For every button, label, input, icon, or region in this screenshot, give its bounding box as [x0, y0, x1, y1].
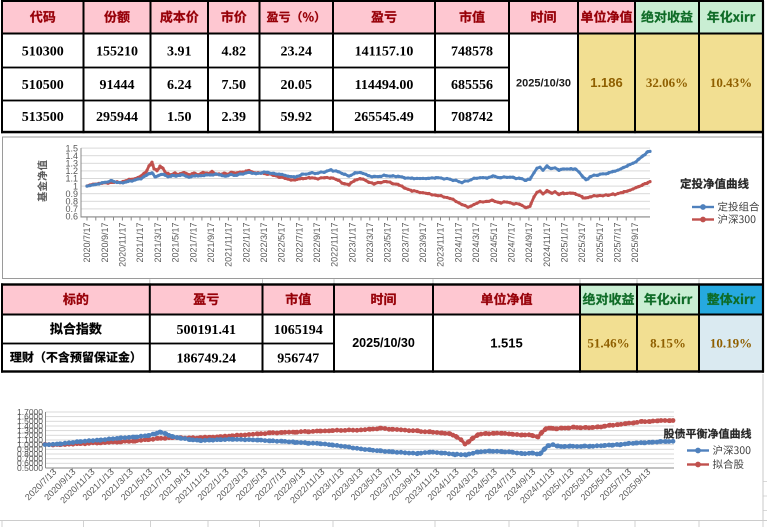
svg-text:2024/11/17: 2024/11/17: [542, 223, 552, 267]
svg-text:2025/9/17: 2025/9/17: [630, 223, 640, 263]
svg-text:1.50: 1.50: [167, 110, 192, 125]
svg-text:0.5000: 0.5000: [17, 463, 43, 473]
svg-text:0.6: 0.6: [65, 212, 78, 222]
svg-text:2023/9/17: 2023/9/17: [418, 223, 428, 263]
svg-text:2021/7/17: 2021/7/17: [188, 223, 198, 263]
svg-text:155210: 155210: [96, 44, 138, 59]
svg-text:2025/1/17: 2025/1/17: [560, 223, 570, 263]
svg-text:2024/7/17: 2024/7/17: [507, 223, 517, 263]
svg-text:6.24: 6.24: [167, 78, 192, 93]
svg-text:2021/9/17: 2021/9/17: [206, 223, 216, 263]
svg-text:32.06%: 32.06%: [646, 75, 688, 90]
svg-text:500191.41: 500191.41: [176, 323, 236, 338]
svg-text:141157.10: 141157.10: [355, 44, 414, 59]
svg-text:2023/3/17: 2023/3/17: [365, 223, 375, 263]
svg-text:1.186: 1.186: [590, 75, 623, 90]
svg-text:51.46%: 51.46%: [587, 336, 629, 351]
svg-text:2023/11/17: 2023/11/17: [436, 223, 446, 267]
svg-text:2021/5/17: 2021/5/17: [171, 223, 181, 263]
svg-text:3.91: 3.91: [167, 44, 192, 59]
svg-text:1065194: 1065194: [274, 323, 323, 338]
svg-text:186749.24: 186749.24: [176, 351, 236, 366]
svg-text:685556: 685556: [451, 78, 493, 93]
svg-text:2021/3/17: 2021/3/17: [153, 223, 163, 263]
svg-text:2022/1/17: 2022/1/17: [241, 223, 251, 263]
svg-text:2022/11/17: 2022/11/17: [330, 223, 340, 267]
svg-text:4.82: 4.82: [222, 44, 247, 59]
svg-text:20.05: 20.05: [280, 78, 312, 93]
svg-text:2022/5/17: 2022/5/17: [277, 223, 287, 263]
svg-text:2025/3/17: 2025/3/17: [577, 223, 587, 263]
svg-text:2025/7/17: 2025/7/17: [613, 223, 623, 263]
svg-text:114494.00: 114494.00: [355, 78, 414, 93]
svg-text:510300: 510300: [22, 44, 64, 59]
svg-text:265545.49: 265545.49: [354, 110, 414, 125]
svg-text:7.50: 7.50: [222, 78, 247, 93]
svg-text:510500: 510500: [22, 78, 64, 93]
svg-text:708742: 708742: [451, 110, 493, 125]
svg-text:2023/5/17: 2023/5/17: [383, 223, 393, 263]
svg-text:2024/3/17: 2024/3/17: [471, 223, 481, 263]
svg-text:91444: 91444: [100, 78, 135, 93]
svg-text:2024/1/17: 2024/1/17: [453, 223, 463, 263]
svg-text:10.19%: 10.19%: [710, 336, 752, 351]
svg-text:2020/9/17: 2020/9/17: [100, 223, 110, 263]
svg-text:2020/11/17: 2020/11/17: [118, 223, 128, 267]
svg-text:2025/10/30: 2025/10/30: [516, 78, 571, 90]
svg-text:513500: 513500: [22, 110, 64, 125]
svg-text:2021/11/17: 2021/11/17: [224, 223, 234, 267]
svg-text:2020/7/17: 2020/7/17: [82, 223, 92, 263]
svg-text:1.515: 1.515: [490, 336, 523, 351]
svg-text:23.24: 23.24: [280, 44, 312, 59]
svg-text:2022/3/17: 2022/3/17: [259, 223, 269, 263]
svg-text:748578: 748578: [451, 44, 493, 59]
svg-text:2023/7/17: 2023/7/17: [400, 223, 410, 263]
svg-text:295944: 295944: [96, 110, 138, 125]
svg-text:2021/1/17: 2021/1/17: [135, 223, 145, 263]
svg-text:59.92: 59.92: [280, 110, 312, 125]
svg-text:2024/5/17: 2024/5/17: [489, 223, 499, 263]
svg-text:2022/9/17: 2022/9/17: [312, 223, 322, 263]
svg-text:8.15%: 8.15%: [650, 336, 686, 351]
svg-text:2023/1/17: 2023/1/17: [347, 223, 357, 263]
svg-text:2022/7/17: 2022/7/17: [294, 223, 304, 263]
svg-text:956747: 956747: [277, 351, 319, 366]
svg-text:2.39: 2.39: [222, 110, 247, 125]
svg-text:2025/10/30: 2025/10/30: [352, 336, 415, 350]
svg-text:2025/5/17: 2025/5/17: [595, 223, 605, 263]
svg-text:2024/9/17: 2024/9/17: [524, 223, 534, 263]
svg-text:10.43%: 10.43%: [710, 75, 752, 90]
